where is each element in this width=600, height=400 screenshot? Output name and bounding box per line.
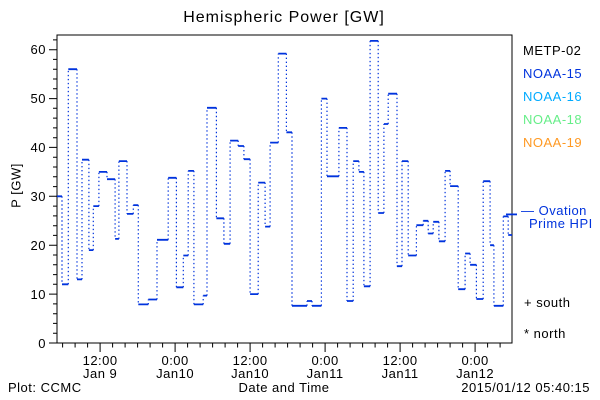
plot-timestamp: 2015/01/12 05:40:15 — [461, 380, 590, 395]
legend-item-noaa15: NOAA-15 — [523, 66, 583, 81]
plot-border — [56, 34, 513, 344]
x-tick-date: Jan11 — [306, 366, 344, 381]
step-transitions-dotted — [61, 40, 509, 306]
ovation-prime-hpi-annotation: — Ovation Prime HPI — [521, 204, 593, 230]
x-tick-date: Jan10 — [156, 366, 195, 381]
chart-title: Hemispheric Power [GW] — [183, 9, 385, 26]
legend-item-metp02: METP-02 — [523, 43, 582, 58]
y-tick-label: 60 — [30, 42, 46, 58]
x-tick-label: 0:00 Jan12 — [456, 354, 494, 380]
x-tick-time: 0:00 — [161, 353, 189, 368]
y-tick-label: 10 — [30, 286, 46, 302]
legend-item-noaa18: NOAA-18 — [523, 112, 583, 127]
x-tick-label: 12:00 Jan11 — [382, 354, 419, 380]
north-marker-label: * north — [524, 326, 566, 341]
x-tick-label: 12:00 Jan 9 — [83, 354, 118, 380]
step-levels — [57, 40, 512, 307]
x-tick-time: 0:00 — [311, 353, 339, 368]
x-tick-time: 12:00 — [232, 353, 268, 368]
south-marker-label: + south — [524, 295, 571, 310]
y-tick-label: 30 — [30, 188, 46, 204]
plot-source-label: Plot: CCMC — [8, 380, 82, 395]
x-axis-title: Date and Time — [238, 380, 330, 395]
axis-ticks — [49, 39, 501, 352]
legend-item-noaa16: NOAA-16 — [523, 89, 583, 104]
y-tick-label: 50 — [30, 91, 46, 107]
legend-item-noaa19: NOAA-19 — [523, 135, 583, 150]
y-tick-label: 40 — [30, 139, 46, 155]
y-axis-label: P [GW] — [8, 163, 24, 208]
x-tick-time: 12:00 — [82, 353, 118, 368]
x-tick-label: 0:00 Jan11 — [307, 354, 344, 380]
x-tick-date: Jan 9 — [82, 366, 118, 381]
x-tick-date: Jan12 — [456, 366, 495, 381]
x-tick-date: Jan11 — [381, 366, 419, 381]
x-tick-date: Jan10 — [231, 366, 270, 381]
y-tick-label: 20 — [30, 237, 46, 253]
y-tick-label: 0 — [38, 335, 46, 351]
x-tick-label: 0:00 Jan10 — [156, 354, 194, 380]
x-tick-label: 12:00 Jan10 — [231, 354, 269, 380]
x-tick-time: 0:00 — [461, 353, 489, 368]
ovation-annotation-line1: — Ovation — [521, 203, 587, 218]
x-tick-time: 12:00 — [382, 353, 418, 368]
ovation-annotation-line2: Prime HPI — [529, 216, 593, 231]
